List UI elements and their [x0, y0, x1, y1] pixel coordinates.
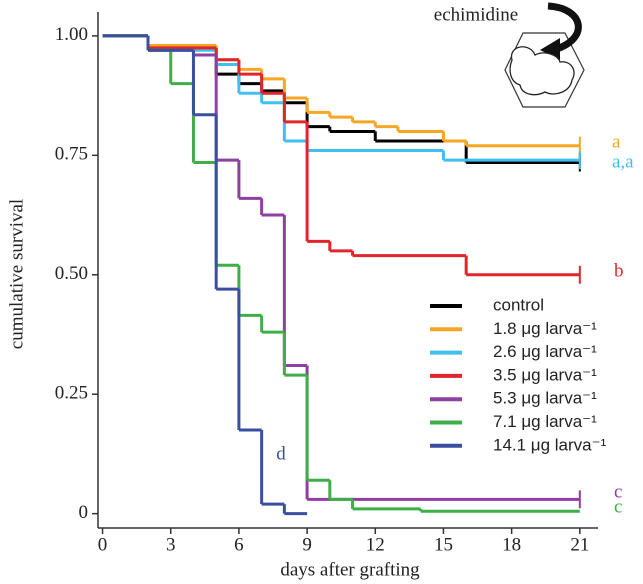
x-tick-label: 18 — [502, 534, 521, 555]
legend-label: 3.5 μg larva⁻¹ — [493, 365, 597, 384]
x-axis-label: days after grafting — [280, 559, 420, 580]
y-tick-label: 0 — [79, 502, 89, 523]
legend-label: control — [493, 295, 544, 314]
legend-label: 2.6 μg larva⁻¹ — [493, 342, 597, 361]
legend-label: 5.3 μg larva⁻¹ — [493, 389, 597, 408]
y-tick-label: 0.25 — [55, 383, 88, 404]
annotation: c — [614, 481, 622, 502]
annotation: b — [614, 260, 624, 281]
arrow-head — [540, 38, 560, 60]
larva — [509, 46, 575, 96]
x-tick-label: 15 — [434, 534, 453, 555]
x-tick-label: 0 — [98, 534, 108, 555]
x-tick-label: 9 — [302, 534, 312, 555]
legend-label: 14.1 μg larva⁻¹ — [493, 435, 607, 454]
annotation: a — [612, 131, 621, 152]
annotation: c — [614, 496, 622, 517]
x-tick-label: 6 — [234, 534, 244, 555]
legend-label: 7.1 μg larva⁻¹ — [493, 412, 597, 431]
y-tick-label: 1.00 — [55, 24, 88, 45]
hexagon — [504, 32, 585, 108]
x-tick-label: 12 — [366, 534, 385, 555]
arrow — [547, 2, 582, 54]
annotation: d — [276, 443, 286, 464]
y-tick-label: 0.50 — [55, 263, 88, 284]
y-axis-label: cumulative survival — [6, 199, 27, 349]
annotation: a,a — [612, 151, 634, 172]
inset-icon: echimidine — [434, 2, 585, 108]
legend-label: 1.8 μg larva⁻¹ — [493, 319, 597, 338]
x-tick-label: 21 — [570, 534, 589, 555]
x-tick-label: 3 — [166, 534, 176, 555]
inset-label: echimidine — [434, 4, 518, 25]
y-tick-label: 0.75 — [55, 144, 88, 165]
